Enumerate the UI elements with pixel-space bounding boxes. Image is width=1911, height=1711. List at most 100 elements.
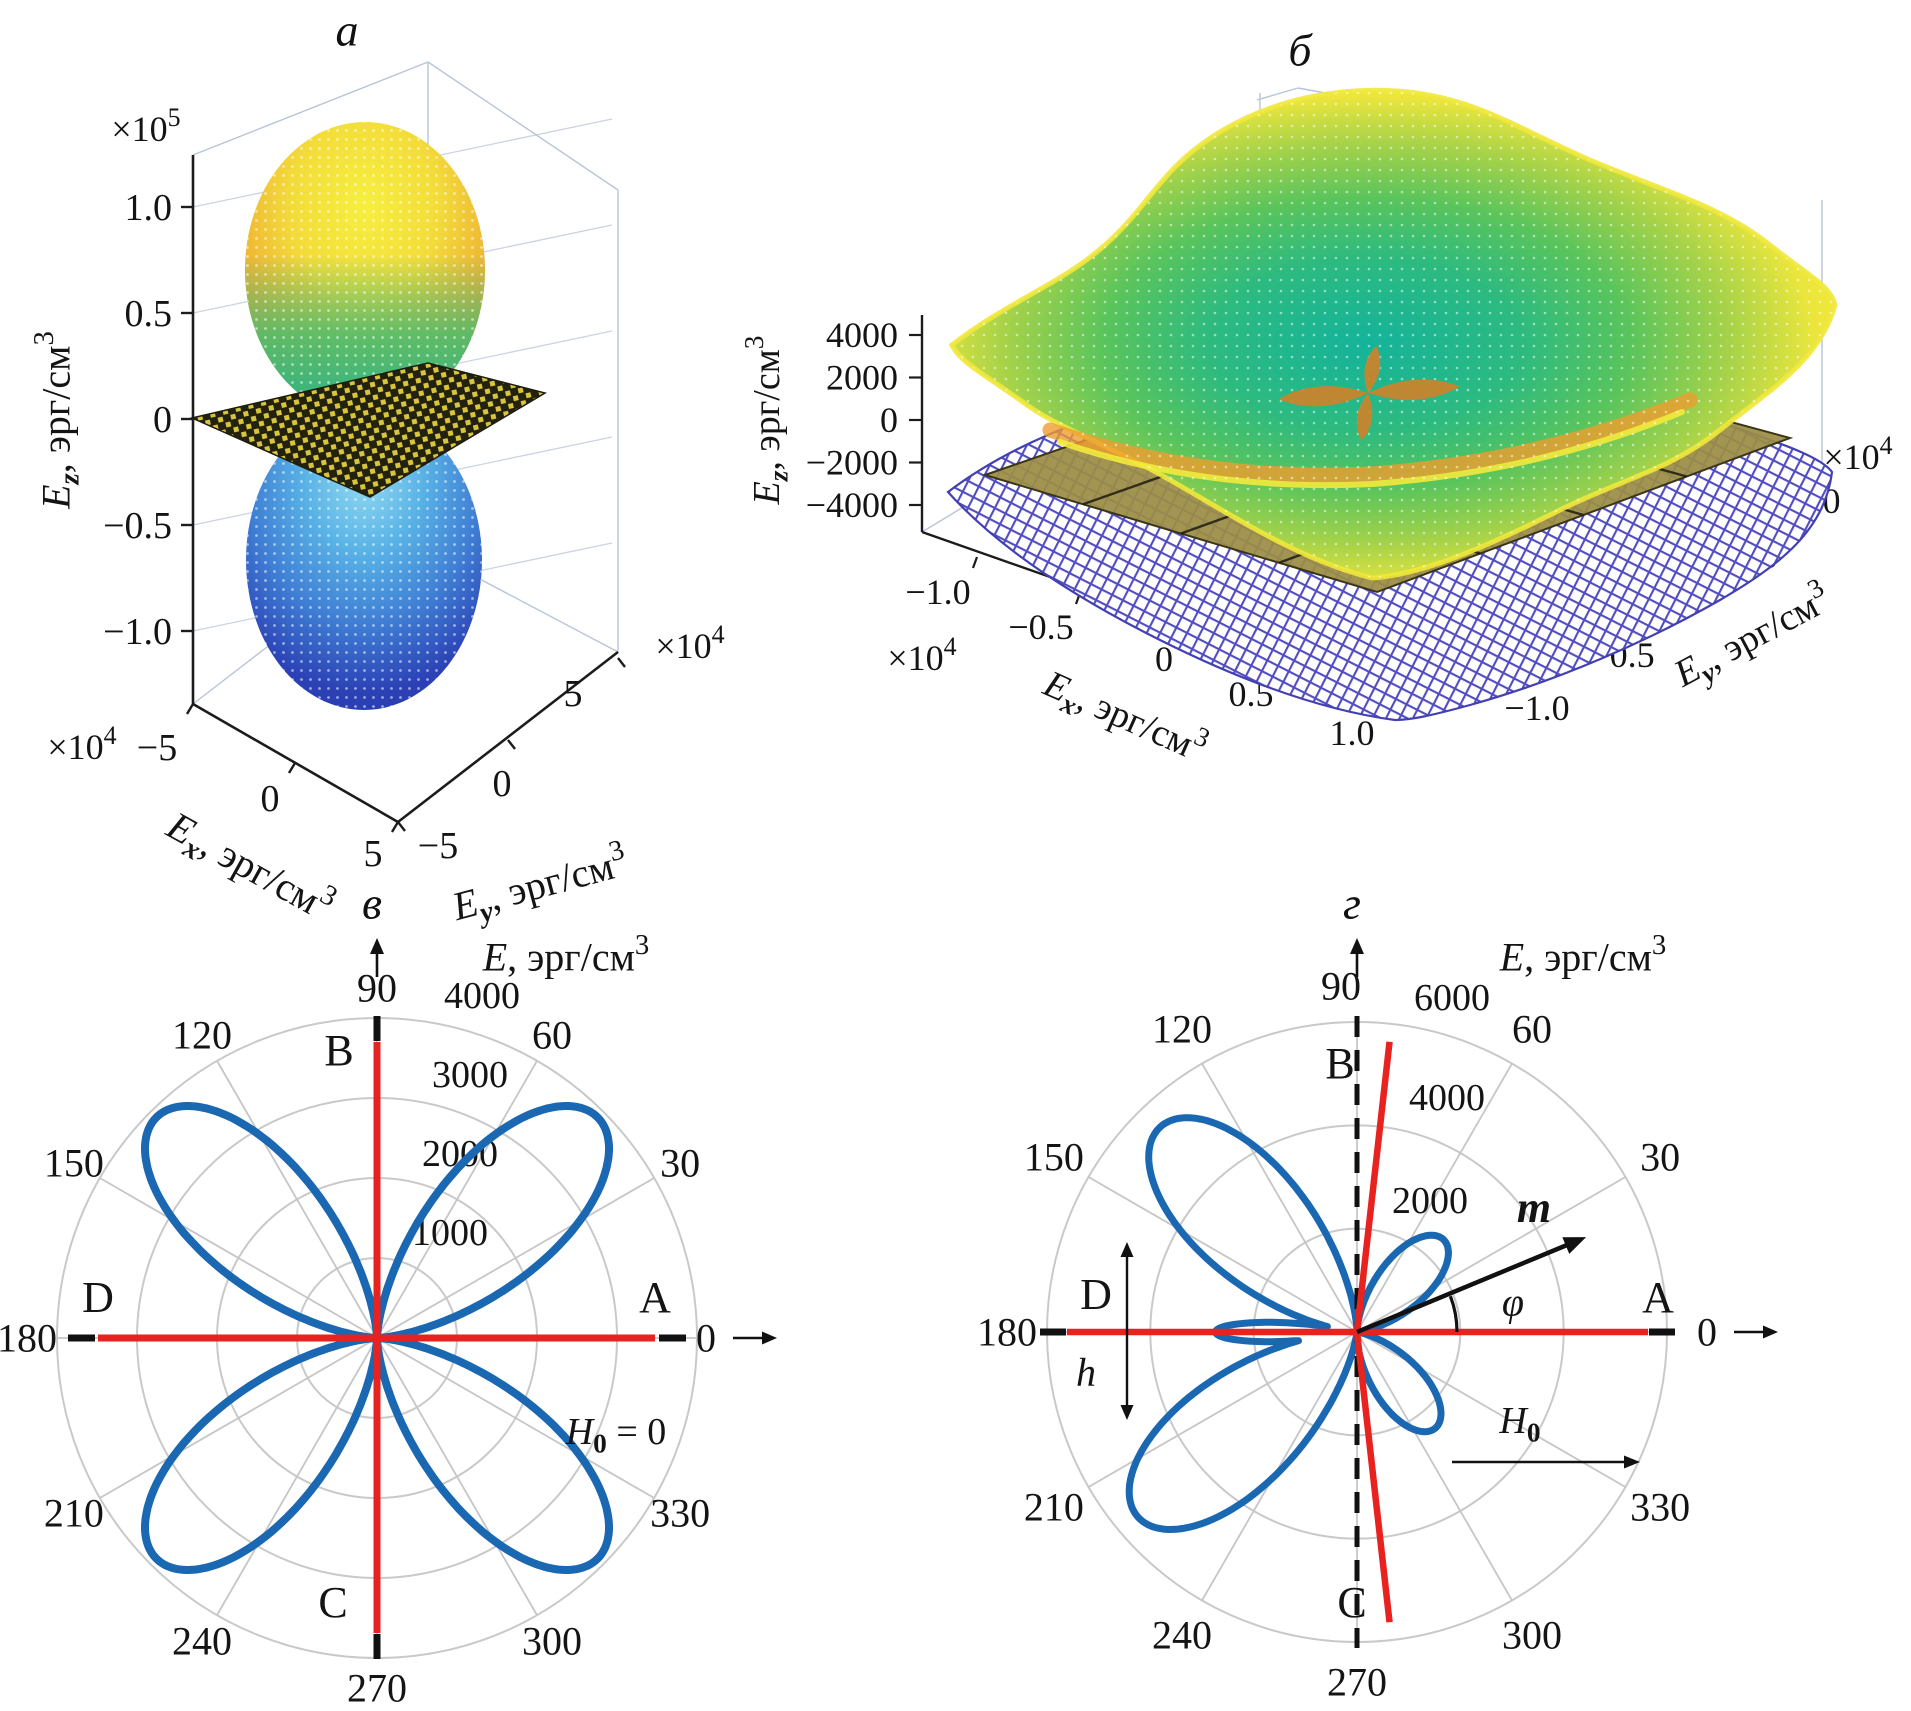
x-tick-label: −5: [137, 727, 177, 769]
polar-spoke: [1356, 1331, 1626, 1488]
angle-tick-label: 210: [44, 1491, 104, 1536]
y-tick-label: −5: [418, 825, 458, 867]
angle-tick-label: 0: [696, 1316, 716, 1361]
corner-letter-D: D: [82, 1273, 114, 1322]
y-tick-label: 0: [493, 763, 512, 805]
x-tick-label: 0: [1155, 639, 1173, 679]
y-scale-label: ×104: [1823, 431, 1892, 477]
angle-tick-label: 30: [660, 1141, 700, 1186]
angle-tick-label: 300: [1502, 1613, 1562, 1658]
angle-tick-label: 210: [1024, 1485, 1084, 1530]
arrowhead: [370, 938, 384, 954]
arrowhead: [1562, 1237, 1587, 1254]
box-edge: [427, 61, 619, 191]
corner-letter-B: B: [1325, 1039, 1354, 1088]
x-tick: [971, 556, 979, 569]
z-tick-label: −2000: [806, 443, 898, 483]
phi-label: φ: [1502, 1280, 1524, 1325]
arrowhead: [1120, 1242, 1134, 1257]
tilted-easy-axis-ray: [1353, 1041, 1393, 1333]
angle-tick-label: 90: [1321, 964, 1361, 1009]
z-tick-label: −0.5: [103, 505, 172, 547]
y-axis: [397, 650, 619, 824]
z-tick-label: −1.0: [103, 611, 172, 653]
polar-spoke: [216, 1060, 378, 1339]
corner-letter-A: A: [639, 1273, 671, 1322]
upper-sheet-mesh: [952, 90, 1835, 578]
modulation-label: h: [1076, 1350, 1096, 1395]
angle-tick-label: 330: [650, 1491, 710, 1536]
polar-spoke: [376, 1060, 538, 1339]
polar-axis-title: E, эрг/см3: [482, 929, 650, 980]
z-tick-label: −4000: [806, 485, 898, 525]
box-edge: [1256, 87, 1299, 101]
r-tick-label: 4000: [444, 975, 520, 1017]
polar-spoke: [1201, 1063, 1358, 1333]
arrowhead: [762, 1331, 777, 1345]
angle-tick-label: 270: [347, 1666, 407, 1711]
field-annotation: H0 = 0: [565, 1411, 667, 1458]
zero-plane: [189, 362, 547, 498]
arrowhead: [1120, 1405, 1134, 1420]
angle-tick-label: 0: [1697, 1310, 1717, 1355]
polar-spoke: [376, 1337, 655, 1499]
polar-spoke: [1356, 1063, 1513, 1333]
r-tick-label: 2000: [1392, 1180, 1468, 1222]
panel-b-tag: б: [1288, 24, 1312, 76]
x-tick-label: −0.5: [1008, 607, 1073, 647]
tilted-easy-axis-ray: [1353, 1331, 1393, 1623]
x-axis-title: Ex, эрг/см3: [1034, 656, 1214, 776]
magnetization-label: m: [1517, 1183, 1551, 1232]
x-tick: [185, 703, 195, 715]
z-tick-label: 0.5: [125, 293, 173, 335]
z-tick-label: 0: [153, 399, 172, 441]
panel-v-tag: в: [362, 877, 382, 929]
corner-letter-B: B: [324, 1026, 353, 1075]
x-tick: [390, 821, 400, 833]
rosette-petal: [1368, 379, 1460, 400]
angle-tick-label: 30: [1640, 1135, 1680, 1180]
polar-spoke: [99, 1177, 378, 1339]
y-tick-label: 5: [564, 673, 583, 715]
x-tick-label: 1.0: [1330, 713, 1375, 753]
anisotropy-rosette: [1278, 345, 1460, 441]
y-tick-label: −1.0: [1504, 688, 1569, 728]
polar-spoke: [1356, 1176, 1626, 1333]
arrowhead: [1624, 1455, 1640, 1469]
rosette-petal: [1364, 345, 1381, 393]
y-tick: [617, 657, 626, 668]
polar-spoke: [376, 1177, 655, 1339]
panel-g-polar-plot: 0 30 60 90 120 150 180 210 240 270 300 330 2000 4000 6…: [977, 929, 1778, 1705]
panel-v-polar-plot: 0306090120150180210240270300330100020003…: [0, 929, 777, 1711]
polar-spoke: [376, 1337, 538, 1616]
angle-tick-label: 180: [0, 1316, 57, 1361]
rosette-petal: [1356, 393, 1373, 441]
z-scale-label: ×105: [111, 103, 180, 149]
box-edge: [192, 61, 429, 156]
x-tick-label: 0: [261, 778, 280, 820]
corner-letter-D: D: [1080, 1270, 1112, 1319]
x-scale-label: ×104: [47, 721, 116, 767]
x-scale-label: ×104: [887, 632, 956, 678]
angle-tick-label: 150: [44, 1141, 104, 1186]
z-axis-title: Ez, эрг/см3: [739, 336, 793, 506]
polar-spoke: [99, 1337, 378, 1499]
angle-tick-label: 240: [172, 1619, 232, 1664]
x-axis: [192, 702, 399, 824]
angle-tick-label: 150: [1024, 1135, 1084, 1180]
angle-tick-label: 240: [1152, 1613, 1212, 1658]
x-tick-label: 5: [364, 833, 383, 875]
phi-angle-arc: [1448, 1295, 1459, 1333]
y-tick: [397, 821, 406, 832]
angle-tick-label: 120: [172, 1012, 232, 1057]
polar-axis-title: E, эрг/см3: [1499, 929, 1667, 980]
panel-a-3d-plot: 1.0 0.5 0 −0.5 −1.0 ×105 Ez, эрг/см3 −5 0 5 ×104 Ex…: [28, 61, 725, 930]
corner-letter-C: C: [318, 1578, 347, 1627]
z-tick-label: 2000: [826, 358, 898, 398]
upper-lobe-mesh: [245, 122, 485, 418]
rosette-petal: [1278, 386, 1368, 407]
y-scale-label: ×104: [655, 620, 724, 666]
x-tick-label: −1.0: [905, 572, 970, 612]
r-tick-label: 3000: [432, 1054, 508, 1096]
